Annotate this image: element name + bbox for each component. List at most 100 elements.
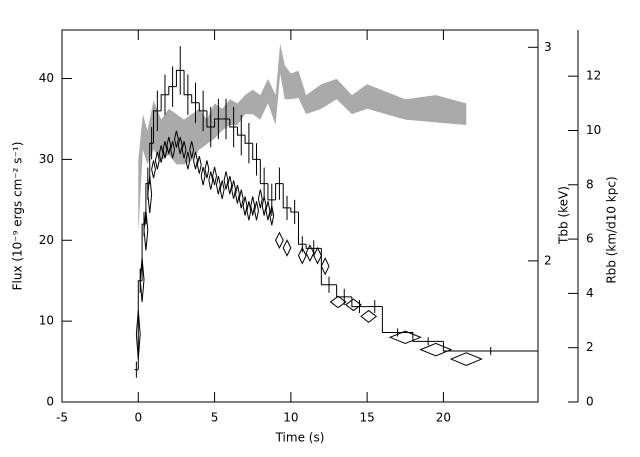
flux-step [236, 127, 246, 136]
temperature-diamond [360, 309, 378, 323]
temperature-diamond [215, 175, 221, 195]
y-tick-label: 10 [39, 314, 54, 328]
temperature-diamond [139, 258, 145, 302]
flux-step [137, 280, 143, 370]
temperature-diamond [254, 201, 259, 221]
flux-step [168, 86, 177, 95]
flux-step [252, 143, 261, 160]
temperature-diamond [185, 151, 191, 170]
r-tick-label: 8 [586, 177, 594, 191]
r-tick-label: 2 [586, 340, 594, 354]
temperature-diamond [219, 180, 225, 199]
temperature-diamond [419, 342, 453, 357]
y-tick-label: 40 [39, 71, 54, 85]
r-axis-title: Rbb (km/d10 kpc) [605, 176, 619, 283]
plot-frame [61, 29, 539, 403]
x-tick-label: 0 [134, 411, 142, 425]
y-tick-label: 0 [46, 395, 54, 409]
plot-area [134, 43, 538, 378]
radius-band [138, 43, 467, 234]
temperature-diamond [282, 239, 292, 257]
x-tick-label: -5 [56, 411, 68, 425]
y-tick-label: 30 [39, 152, 54, 166]
flux-step [442, 341, 538, 352]
temperature-diamond [143, 210, 149, 251]
flux-step [282, 183, 291, 209]
flux-step [149, 142, 154, 184]
temperature-diamond [212, 166, 217, 186]
x-tick-label: 15 [359, 411, 374, 425]
r-tick-label: 6 [586, 232, 594, 246]
temperature-diamond [189, 141, 195, 159]
flux-step [297, 211, 307, 245]
temperature-diamond [177, 136, 183, 155]
temperature-diamond [313, 246, 322, 265]
temperature-diamond [158, 145, 164, 163]
temperature-diamond [174, 130, 179, 148]
t-tick-label: 3 [544, 40, 552, 54]
flux-step [290, 207, 299, 213]
flux-step [267, 183, 276, 201]
temperature-diamond [204, 160, 210, 179]
temperature-diamond [246, 201, 252, 221]
y-axis-title: Flux (10⁻⁹ ergs cm⁻² s⁻¹) [11, 142, 25, 291]
x-axis-title: Time (s) [275, 431, 325, 445]
temperature-diamond [162, 141, 168, 159]
temperature-diamond [166, 136, 172, 155]
flux-step [214, 118, 223, 128]
temperature-diamond [242, 196, 248, 216]
temperature-diamond [147, 175, 153, 214]
temperature-diamond [223, 171, 229, 190]
flux-step [175, 69, 185, 87]
flux-step [206, 110, 215, 128]
temperature-diamond [388, 330, 422, 344]
flux-step [183, 70, 192, 96]
temperature-diamond [170, 141, 176, 159]
temperature-diamond [297, 246, 307, 265]
temperature-diamond [261, 196, 267, 216]
flux-step [191, 94, 200, 104]
t-axis-title: Tbb (keV) [557, 186, 571, 245]
y-tick-label: 20 [39, 233, 54, 247]
r-tick-label: 10 [586, 123, 601, 137]
flux-step [244, 135, 253, 144]
flux-step [275, 183, 284, 200]
x-tick-label: 20 [436, 411, 451, 425]
temperature-diamond [227, 175, 233, 195]
temperature-diamond [208, 171, 214, 190]
temperature-diamond [329, 295, 347, 309]
flux-step [305, 244, 322, 249]
flux-step [160, 94, 169, 111]
temperature-diamond [200, 166, 206, 186]
temperature-diamond [193, 151, 198, 170]
x-tick-label: 10 [283, 411, 298, 425]
temperature-diamond [305, 244, 315, 263]
temperature-diamond [235, 184, 240, 204]
temperature-diamond [265, 201, 271, 221]
t-tick-label: 2 [544, 253, 552, 267]
x-tick-label: 5 [211, 411, 219, 425]
temperature-diamond [135, 310, 141, 360]
temperature-diamond [344, 298, 362, 312]
temperature-diamond [181, 141, 187, 159]
flux-step [229, 118, 238, 128]
temperature-diamond [154, 151, 160, 170]
flux-step [412, 332, 444, 342]
temperature-diamond [320, 257, 330, 276]
temperature-diamond [250, 196, 256, 216]
temperature-diamond [449, 352, 483, 366]
temperature-diamond [151, 160, 156, 179]
r-tick-label: 12 [586, 69, 601, 83]
temperature-diamond [231, 180, 237, 199]
r-tick-label: 4 [586, 286, 594, 300]
flux-step [259, 159, 268, 185]
temperature-diamond [238, 189, 244, 209]
temperature-diamond [269, 205, 275, 226]
flux-step [153, 110, 162, 144]
temperature-diamond [257, 189, 263, 209]
temperature-diamond [275, 231, 284, 249]
flux-step [320, 248, 337, 286]
flux-step [198, 102, 207, 112]
